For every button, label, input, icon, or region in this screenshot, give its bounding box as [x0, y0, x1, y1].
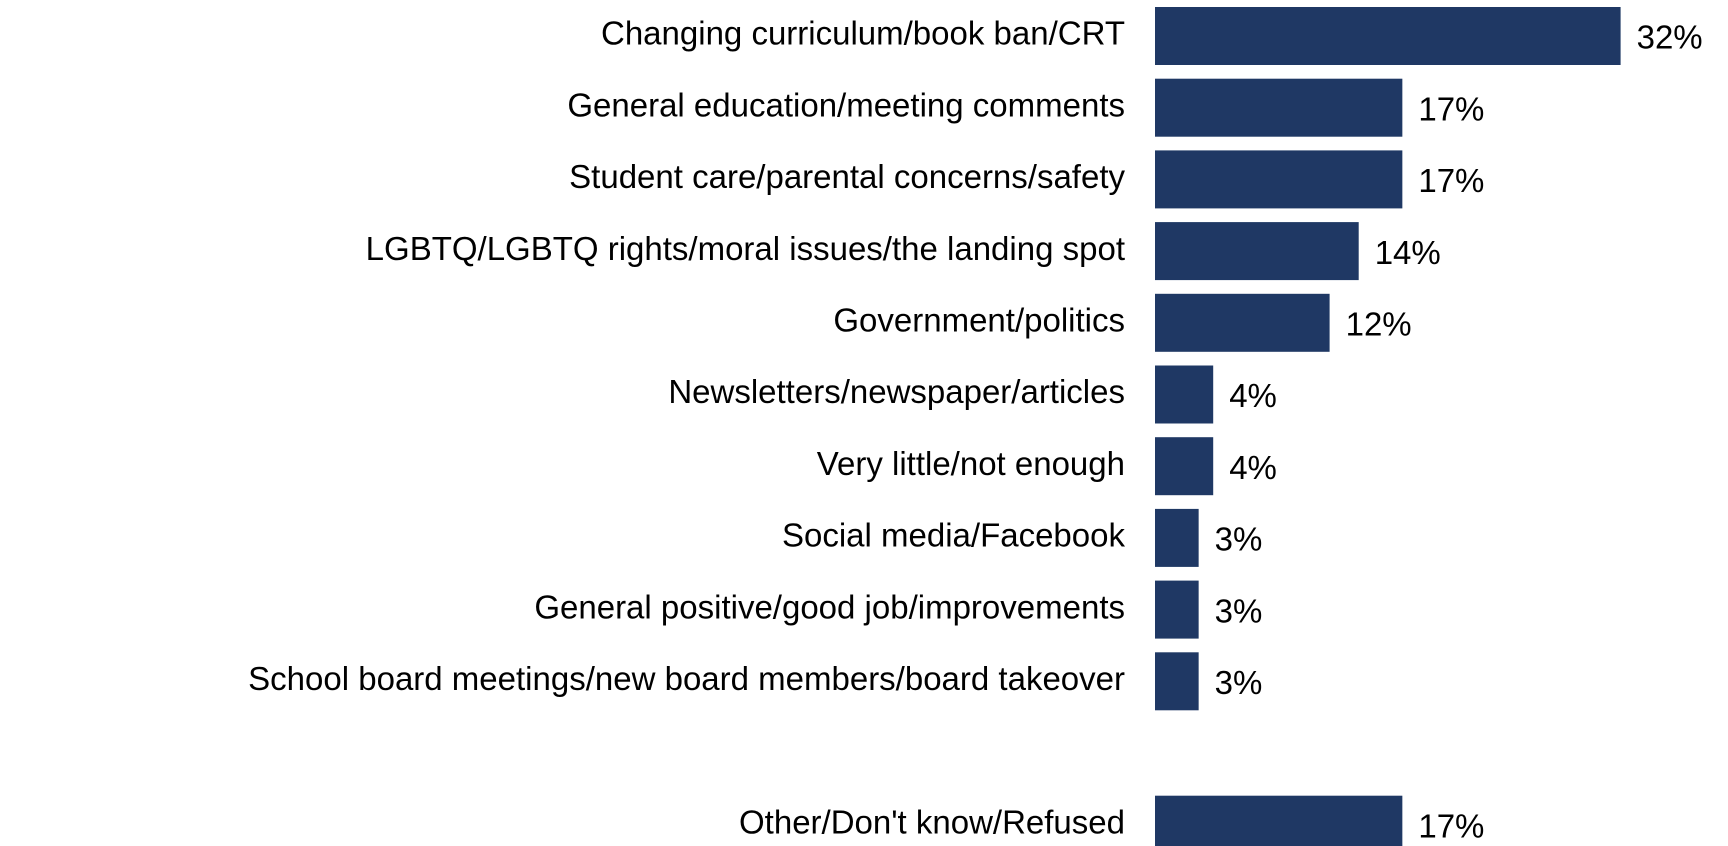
bar [1155, 150, 1403, 209]
category-label: Very little/not enough [817, 445, 1125, 482]
value-label: 32% [1637, 19, 1703, 56]
bar [1155, 78, 1403, 137]
category-label: Changing curriculum/book ban/CRT [601, 15, 1125, 52]
bar [1155, 580, 1199, 639]
bar [1155, 293, 1330, 352]
bar [1155, 508, 1199, 567]
category-label: Government/politics [833, 302, 1125, 339]
value-label: 17% [1418, 90, 1484, 127]
category-label: LGBTQ/LGBTQ rights/moral issues/the land… [366, 230, 1125, 267]
value-label: 14% [1375, 234, 1441, 271]
value-label: 17% [1418, 807, 1484, 844]
category-label: Social media/Facebook [782, 517, 1126, 554]
category-label: General positive/good job/improvements [534, 588, 1125, 625]
bar [1155, 7, 1621, 65]
value-label: 12% [1346, 306, 1412, 343]
category-label: Newsletters/newspaper/articles [668, 373, 1125, 410]
value-label: 3% [1215, 592, 1263, 629]
value-label: 3% [1215, 521, 1263, 558]
bar [1155, 437, 1214, 496]
category-label: Other/Don't know/Refused [739, 803, 1125, 840]
bar [1155, 795, 1403, 846]
category-label: General education/meeting comments [567, 86, 1125, 123]
value-label: 3% [1215, 664, 1263, 701]
bar [1155, 365, 1214, 424]
bar [1155, 222, 1359, 281]
value-label: 4% [1229, 449, 1277, 486]
value-label: 4% [1229, 377, 1277, 414]
bar [1155, 652, 1199, 711]
category-label: Student care/parental concerns/safety [569, 158, 1125, 195]
value-label: 17% [1418, 162, 1484, 199]
category-label: School board meetings/new board members/… [248, 660, 1125, 697]
